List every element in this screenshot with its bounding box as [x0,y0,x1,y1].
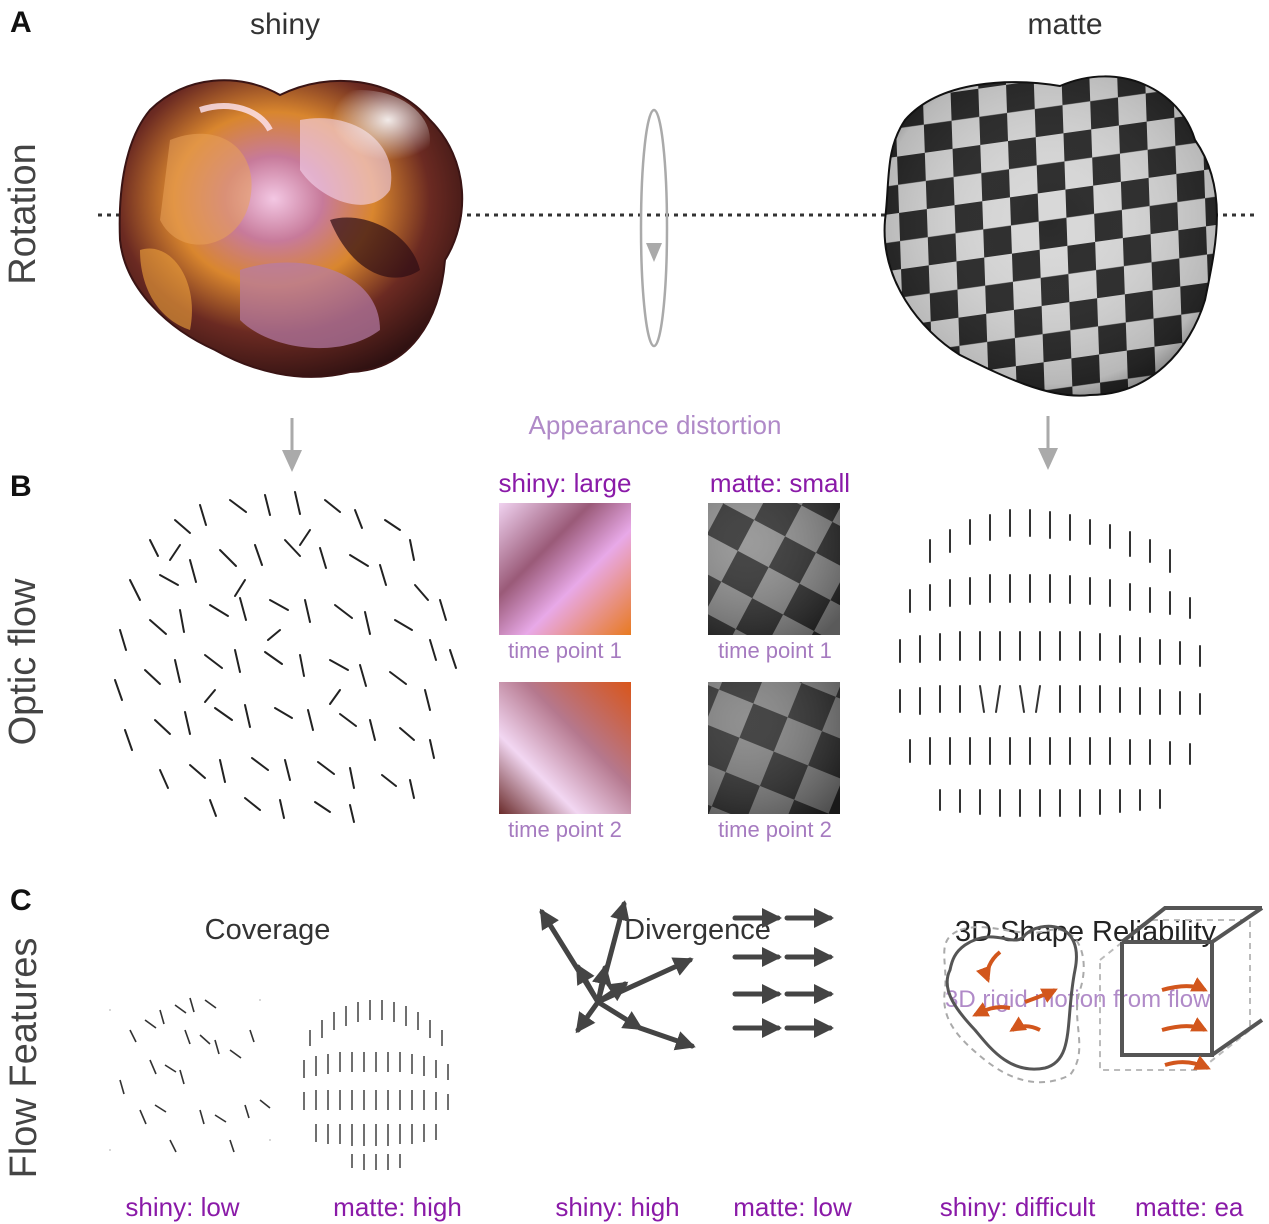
down-arrow-left-icon [282,418,302,472]
coverage-shiny-label: shiny: low [125,1192,240,1222]
matte-title: matte [1027,8,1103,41]
shiny-tp2-label: time point 2 [508,817,622,842]
appearance-distortion-title: Appearance distortion [528,410,782,440]
coverage-shiny-grid-dots [109,999,271,1151]
matte-tp1-label: time point 1 [718,638,832,663]
shiny-tp1-label: time point 1 [508,638,622,663]
rotation-ring-icon [639,108,669,348]
shiny-flow-field [114,491,457,823]
divergence-matte-arrows [732,908,834,1038]
coverage-matte-label: matte: high [333,1192,462,1222]
matte-object [883,75,1218,397]
matte-distortion-label: matte: small [709,468,851,498]
coverage-title: Coverage [204,914,331,946]
shiny-object [118,79,464,378]
reliability-matte-label: matte: ea [1135,1192,1244,1222]
panel-letter-c: C [10,884,32,917]
panel-letter-a: A [10,6,32,39]
divergence-shiny-arrows [539,900,696,1051]
optic-flow-illustration [114,491,1201,823]
rotation-illustration [98,75,1255,472]
matte-flow-field [899,509,1201,817]
reliability-matte-cube [1099,906,1264,1071]
shiny-patch-t2 [499,682,631,814]
down-arrow-right-icon [1038,416,1058,470]
panel-letter-b: B [10,470,32,503]
reliability-shiny-blob [943,924,1085,1084]
shiny-title: shiny [249,8,321,41]
divergence-shiny-label: shiny: high [555,1192,680,1222]
matte-tp2-label: time point 2 [718,817,832,842]
shiny-patch-t1 [499,503,631,635]
coverage-shiny-flow [119,997,271,1153]
coverage-matte-flow [303,1000,449,1170]
reliability-shiny-label: shiny: difficult [939,1192,1096,1222]
divergence-matte-label: matte: low [733,1192,852,1222]
flow-features-illustration [109,900,1264,1170]
shiny-distortion-label: shiny: large [498,468,632,498]
